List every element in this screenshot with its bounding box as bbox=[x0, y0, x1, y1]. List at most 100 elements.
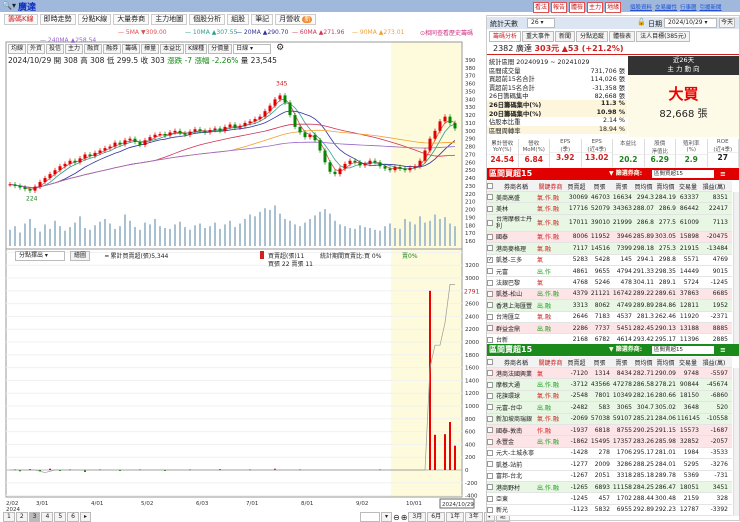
action-button-3[interactable]: 主力 bbox=[587, 2, 604, 13]
broker-name[interactable]: 國泰-敦南 bbox=[496, 427, 523, 435]
table-row[interactable]: 台灣匯立 氣.融 2646 7183 4537 281.3 262.46 11920 -2371 bbox=[487, 311, 732, 323]
row-checkbox[interactable] bbox=[487, 336, 493, 343]
today-button[interactable]: 今天 bbox=[719, 18, 736, 28]
col-header[interactable]: 賣張 bbox=[615, 183, 628, 191]
toolbar-item[interactable]: 外資 bbox=[27, 44, 46, 54]
broker-name[interactable]: 香港上海匯豐 bbox=[496, 302, 533, 310]
row-checkbox[interactable] bbox=[487, 245, 493, 252]
broker-name[interactable]: 花旗環球 bbox=[496, 393, 521, 401]
broker-name[interactable]: 凱基-三多 bbox=[496, 257, 523, 265]
tab-6[interactable]: 組股 bbox=[227, 14, 250, 25]
table-row[interactable]: 新光 -1123 5832 6955 292.89 292.23 12787 -3392 bbox=[487, 504, 732, 517]
table-row[interactable]: 元富-台中 出.融 -2482 583 3065 304.7 305.02 3648 520 bbox=[487, 402, 732, 414]
select-all-checkbox[interactable] bbox=[487, 183, 493, 190]
days-select[interactable]: 26 ▾ bbox=[527, 18, 555, 28]
lock-icon[interactable]: 🔓 bbox=[637, 18, 646, 26]
right-tab-5[interactable]: 法人目標(385元) bbox=[636, 31, 691, 42]
tab-3[interactable]: 大量券商 bbox=[113, 14, 150, 25]
table-row[interactable]: 法銀巴黎 氣 4768 5246 478 304.11 289.1 5724 -1245 bbox=[487, 277, 732, 289]
broker-name[interactable]: 亞東 bbox=[496, 496, 509, 504]
buy-scrollbar[interactable] bbox=[733, 192, 739, 346]
table-row[interactable]: 新加坡商瑞銀 氣.作.融 -2069 57038 59107 285.21 284.06 11… bbox=[487, 413, 732, 425]
row-checkbox[interactable] bbox=[487, 233, 493, 240]
col-header[interactable]: 損益(萬) bbox=[702, 359, 726, 367]
col-header[interactable]: 交易量 bbox=[678, 183, 697, 191]
row-checkbox[interactable] bbox=[487, 404, 493, 411]
col-header[interactable]: 買賣超 bbox=[567, 183, 586, 191]
filter-select[interactable]: 區間賣超15 bbox=[652, 346, 714, 354]
broker-name[interactable]: 港商野村 bbox=[496, 484, 521, 492]
menu-icon[interactable]: ≡ bbox=[720, 170, 726, 178]
sell-scrollbar[interactable] bbox=[733, 368, 739, 517]
row-checkbox[interactable] bbox=[487, 415, 493, 422]
toolbar-item[interactable]: 主力 bbox=[65, 44, 84, 54]
row-checkbox[interactable] bbox=[487, 302, 493, 309]
toolbar-item[interactable]: 揮量 bbox=[141, 44, 160, 54]
broker-name[interactable]: 港商麥格理 bbox=[496, 245, 527, 253]
broker-name[interactable]: 元富 bbox=[496, 268, 509, 276]
broker-name[interactable]: 凱基-松山 bbox=[496, 291, 523, 299]
row-checkbox[interactable] bbox=[487, 495, 493, 502]
broker-name[interactable]: 港商法國興業 bbox=[496, 370, 533, 378]
row-checkbox[interactable] bbox=[487, 449, 493, 456]
table-row[interactable]: 摩根大通 出.作.融 -3712 43566 47278 286.58 278.21 9084… bbox=[487, 379, 732, 391]
col-header[interactable]: 交易量 bbox=[678, 359, 697, 367]
row-checkbox[interactable] bbox=[487, 461, 493, 468]
toolbar-item[interactable]: 投信 bbox=[46, 44, 65, 54]
gear-icon[interactable]: ⚙ bbox=[276, 43, 285, 53]
row-checkbox[interactable] bbox=[487, 279, 493, 286]
row-checkbox[interactable] bbox=[487, 370, 493, 377]
zoom-in-icon[interactable]: ⊕ bbox=[400, 512, 408, 522]
broker-name[interactable]: 新光 bbox=[496, 507, 509, 515]
toolbar-item[interactable]: 本益比 bbox=[160, 44, 185, 54]
filter-select[interactable]: 區間買超15 bbox=[652, 170, 714, 178]
col-header[interactable]: 買張 bbox=[593, 183, 606, 191]
row-checkbox[interactable] bbox=[487, 219, 493, 226]
col-header[interactable]: 買賣超 bbox=[567, 359, 586, 367]
broker-name[interactable]: 國泰 bbox=[496, 234, 509, 242]
row-checkbox[interactable] bbox=[487, 325, 493, 332]
right-tab-2[interactable]: 新聞 bbox=[555, 31, 576, 42]
col-header[interactable]: 賣均價 bbox=[656, 183, 675, 191]
row-checkbox[interactable] bbox=[487, 290, 493, 297]
table-row[interactable]: 元大-土城永寧 -1428 278 1706 295.17 281.01 1984 -3533 bbox=[487, 447, 732, 460]
quick-link-0[interactable]: 個股資料 bbox=[630, 5, 653, 11]
toolbar-item[interactable]: 融資 bbox=[84, 44, 103, 54]
quick-link-2[interactable]: 行事曆 bbox=[680, 5, 697, 11]
broker-name[interactable]: 台灣匯立 bbox=[496, 314, 521, 322]
quick-link-3[interactable]: 引援新聞 bbox=[699, 5, 722, 11]
table-row[interactable]: 國泰 氣.作.融 8006 11952 3946 285.89 303.05 15898 -20… bbox=[487, 231, 732, 244]
broker-name[interactable]: 台灣摩根士丹利 bbox=[496, 215, 533, 230]
row-checkbox[interactable] bbox=[487, 313, 493, 320]
table-row[interactable]: ✓ 凱基-三多 氣 5283 5428 145 294.1 298.8 5571 4769 bbox=[487, 254, 732, 266]
row-checkbox[interactable] bbox=[487, 472, 493, 479]
toolbar-item[interactable]: 籌碼 bbox=[122, 44, 141, 54]
table-row[interactable]: 永豐金 出.作.融 -1862 15495 17357 283.26 285.98 32852… bbox=[487, 436, 732, 448]
row-checkbox[interactable] bbox=[487, 427, 493, 434]
search-icon[interactable]: 🔍▾ bbox=[2, 1, 16, 10]
right-tab-0[interactable]: 籌碼分析 bbox=[489, 31, 522, 42]
table-row[interactable]: 港商法國興業氣 -7120 1314 8434 282.71 290.09 9748 -559… bbox=[487, 368, 732, 380]
action-button-4[interactable]: 地緣 bbox=[605, 2, 622, 13]
broker-name[interactable]: 元富-台中 bbox=[496, 404, 523, 412]
action-button-0[interactable]: 看法 bbox=[533, 2, 550, 13]
col-header[interactable]: 買張 bbox=[593, 359, 606, 367]
broker-name[interactable]: 台新 bbox=[496, 337, 509, 345]
row-checkbox[interactable] bbox=[487, 506, 493, 513]
col-header[interactable]: 賣均價 bbox=[656, 359, 675, 367]
period-select[interactable]: 日線 ▾ bbox=[233, 44, 272, 54]
table-row[interactable]: 美林 氣.作.融 17716 52079 34363 288.07 286.9 86442 22… bbox=[487, 203, 732, 215]
row-checkbox[interactable] bbox=[487, 438, 493, 445]
date-picker[interactable]: 2024/10/29 ▾ bbox=[664, 18, 717, 28]
table-row[interactable]: 群益金鼎 出.融 2286 7737 5451 282.45 290.13 13188 8885 bbox=[487, 323, 732, 335]
table-row[interactable]: 國泰-敦南 作.融 -1937 6818 8755 290.25 291.15 15573 -1… bbox=[487, 425, 732, 437]
zoom-out-icon[interactable]: ⊖ bbox=[393, 512, 400, 522]
table-row[interactable]: 元富 出.作 4861 9655 4794 291.33 298.35 14449 9015 bbox=[487, 266, 732, 278]
row-checkbox[interactable] bbox=[487, 205, 493, 212]
toolbar-item[interactable]: 分價量 bbox=[208, 44, 233, 54]
table-row[interactable]: 花旗環球 氣.作.融 -2548 7801 10349 282.16 280.66 18150… bbox=[487, 390, 732, 403]
broker-name[interactable]: 摩根大通 bbox=[496, 382, 521, 390]
price-chart[interactable]: 1601701801902002102202302402502602702802… bbox=[0, 0, 480, 521]
row-checkbox[interactable] bbox=[487, 268, 493, 275]
broker-name[interactable]: 群益金鼎 bbox=[496, 325, 521, 333]
